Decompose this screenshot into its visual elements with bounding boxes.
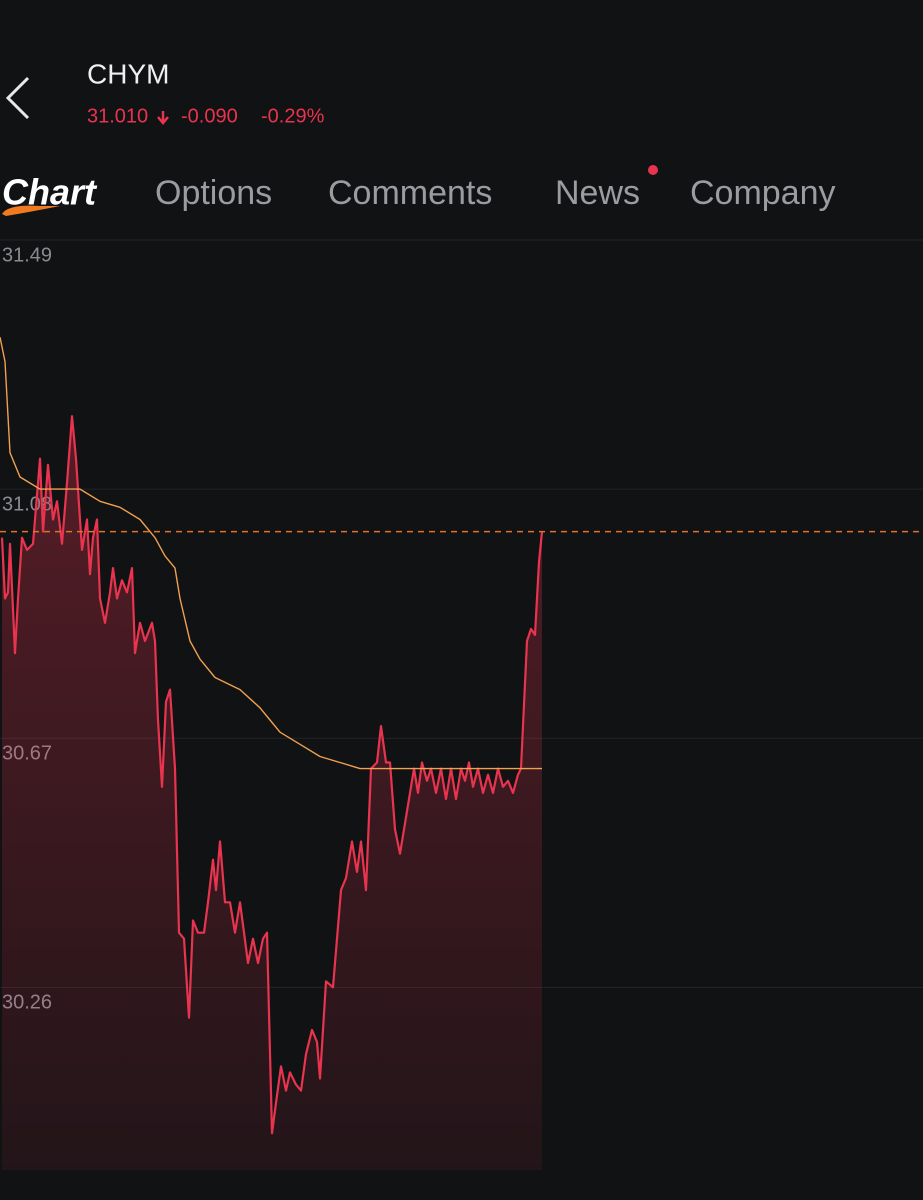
tab[interactable]: Options (155, 174, 272, 212)
notification-dot (648, 165, 658, 175)
tab[interactable]: Comments (328, 174, 492, 212)
tab[interactable]: News (555, 174, 640, 212)
average-line (0, 337, 542, 770)
down-arrow-icon (157, 111, 169, 125)
change-percent: -0.29% (261, 105, 325, 127)
price-line (0, 415, 544, 1135)
change: -0.090 (181, 105, 238, 127)
price: 31.010 (87, 105, 148, 127)
back-button[interactable] (5, 76, 30, 120)
tab[interactable]: Chart (2, 172, 98, 213)
active-tab-indicator (2, 205, 60, 216)
symbol: CHYM (87, 58, 169, 89)
tab[interactable]: Company (690, 174, 836, 212)
y-tick-label: 31.49 (2, 244, 52, 266)
price-area (2, 416, 542, 1170)
